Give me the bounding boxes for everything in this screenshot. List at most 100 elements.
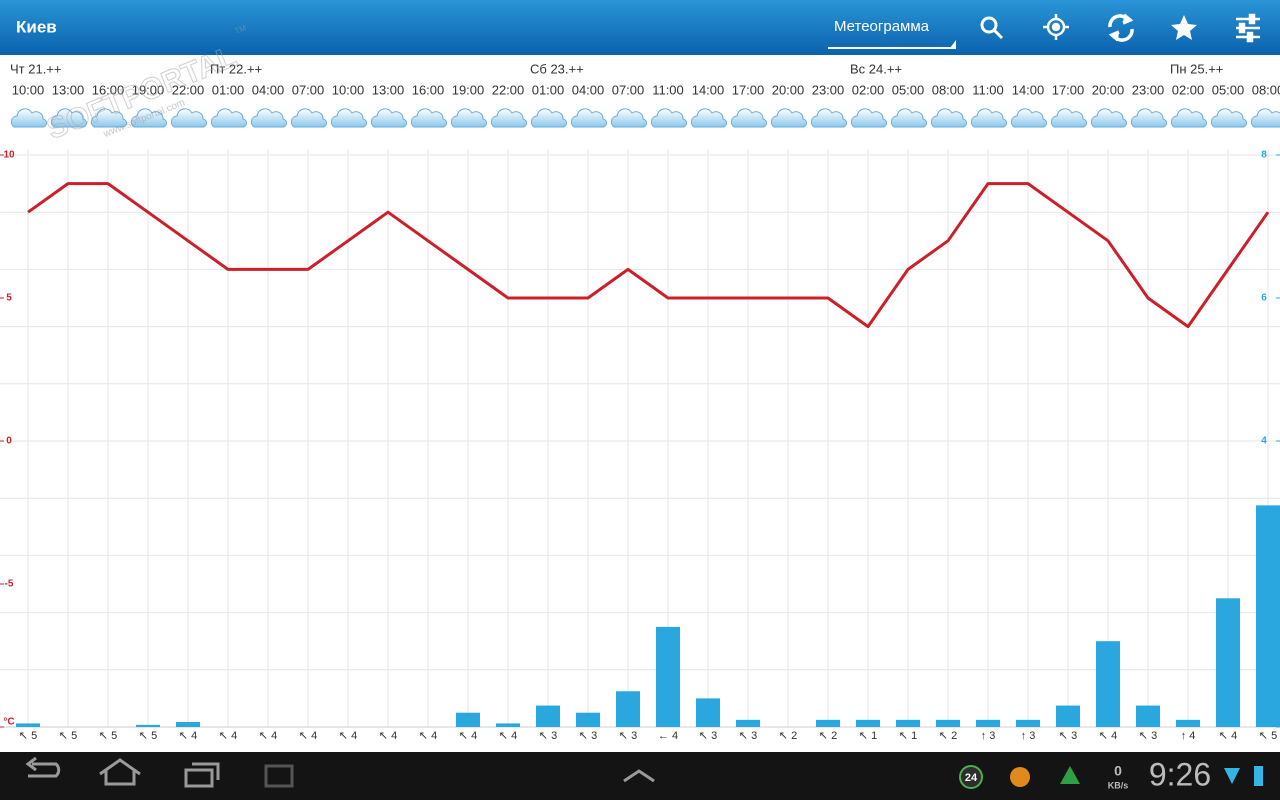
weather-icon	[290, 108, 327, 128]
precip-bar	[1216, 598, 1240, 727]
app-icon	[1010, 767, 1030, 787]
screenshot-button[interactable]	[264, 764, 294, 788]
wind-label: ↖ 5	[1259, 730, 1277, 742]
wifi-icon	[1224, 768, 1240, 784]
weather-icon	[850, 108, 887, 128]
wind-label: ↑ 3	[981, 730, 996, 742]
favorite-button[interactable]	[1171, 15, 1197, 40]
weather-icon	[130, 108, 167, 128]
precip-bar	[136, 724, 160, 727]
precip-bar	[976, 719, 1000, 727]
precip-bar	[936, 719, 960, 727]
wind-label: ↖ 3	[1059, 730, 1077, 742]
precip-bar	[496, 723, 520, 727]
time-label: 16:00	[92, 82, 125, 97]
time-label: 01:00	[212, 82, 245, 97]
weather-icon	[1010, 108, 1047, 128]
wind-label: ↖ 3	[739, 730, 757, 742]
time-label: 02:00	[1172, 82, 1205, 97]
weather-icon	[730, 108, 767, 128]
weather-icon	[1130, 108, 1167, 128]
time-label: 13:00	[372, 82, 405, 97]
time-label: 20:00	[772, 82, 805, 97]
weather-icon	[970, 108, 1007, 128]
time-label: 20:00	[1092, 82, 1125, 97]
weather-icon	[210, 108, 247, 128]
time-label: 05:00	[1212, 82, 1245, 97]
wind-label: ↖ 3	[1139, 730, 1157, 742]
time-label: 01:00	[532, 82, 565, 97]
weather-icon	[610, 108, 647, 128]
time-label: 22:00	[172, 82, 205, 97]
weather-icon	[1210, 108, 1247, 128]
time-label: 22:00	[492, 82, 525, 97]
weather-icon	[90, 108, 127, 128]
weather-icon	[450, 108, 487, 128]
weather-icon	[690, 108, 727, 128]
weather-icon	[530, 108, 567, 128]
tab-corner	[950, 40, 956, 48]
wind-label: ↖ 2	[939, 730, 957, 742]
wind-label: ↖ 4	[419, 730, 437, 742]
weather-icon	[330, 108, 367, 128]
wind-label: ↖ 5	[99, 730, 117, 742]
y-tick-label: 5	[6, 293, 12, 304]
action-bar	[0, 0, 1280, 55]
time-label: 17:00	[732, 82, 765, 97]
weather-icon	[570, 108, 607, 128]
weather-icon	[770, 108, 807, 128]
refresh-button[interactable]	[1108, 13, 1134, 42]
menu-up[interactable]	[623, 769, 655, 783]
y2-tick-label: 6	[1261, 293, 1267, 304]
time-label: 11:00	[652, 82, 684, 97]
y-tick-label: 10	[3, 150, 15, 161]
y2-tick-label: 4	[1261, 436, 1267, 447]
y2-tick-label: 8	[1261, 150, 1267, 161]
system-bar	[0, 752, 1280, 800]
precip-bar	[616, 691, 640, 727]
home-button[interactable]	[99, 758, 141, 786]
wind-label: ↖ 3	[699, 730, 717, 742]
precip-bar	[1056, 705, 1080, 727]
day-label: Чт 21.++	[10, 61, 62, 76]
weather-icon	[410, 108, 447, 128]
precip-bar	[1016, 719, 1040, 727]
wind-label: ↖ 5	[139, 730, 157, 742]
precip-bar	[696, 698, 720, 727]
settings-button[interactable]	[1236, 13, 1260, 43]
time-label: 23:00	[1132, 82, 1165, 97]
precip-bar	[1136, 705, 1160, 727]
weather-icon	[1090, 108, 1127, 128]
wind-label: ↖ 4	[1099, 730, 1117, 742]
weather-icon	[650, 108, 687, 128]
recent-button[interactable]	[184, 762, 220, 788]
wind-label: ↑ 4	[1181, 730, 1196, 742]
net-unit: KB/s	[1108, 780, 1129, 790]
time-label: 08:00	[1252, 82, 1280, 97]
precip-bar	[896, 719, 920, 727]
time-label: 10:00	[332, 82, 365, 97]
weather-icon	[1050, 108, 1087, 128]
day-label: Вс 24.++	[850, 61, 902, 76]
locate-button[interactable]	[1043, 14, 1069, 40]
temperature-line	[27, 182, 1270, 329]
weather-icon	[50, 108, 87, 128]
precip-bar	[536, 705, 560, 727]
time-label: 14:00	[692, 82, 725, 97]
y-tick-label: °C	[3, 717, 14, 728]
wind-label: ↖ 3	[619, 730, 637, 742]
precip-bar	[816, 719, 840, 727]
weather-icon	[370, 108, 407, 128]
time-label: 17:00	[1052, 82, 1085, 97]
back-button[interactable]	[25, 756, 61, 778]
tab-meteogram[interactable]: Метеограмма	[834, 18, 930, 35]
precip-bar	[176, 721, 200, 727]
precip-bar	[856, 719, 880, 727]
precip-bar	[736, 719, 760, 727]
wind-label: ↖ 4	[339, 730, 357, 742]
precip-bar	[1256, 505, 1280, 727]
search-button[interactable]	[980, 16, 1004, 40]
time-label: 05:00	[892, 82, 925, 97]
